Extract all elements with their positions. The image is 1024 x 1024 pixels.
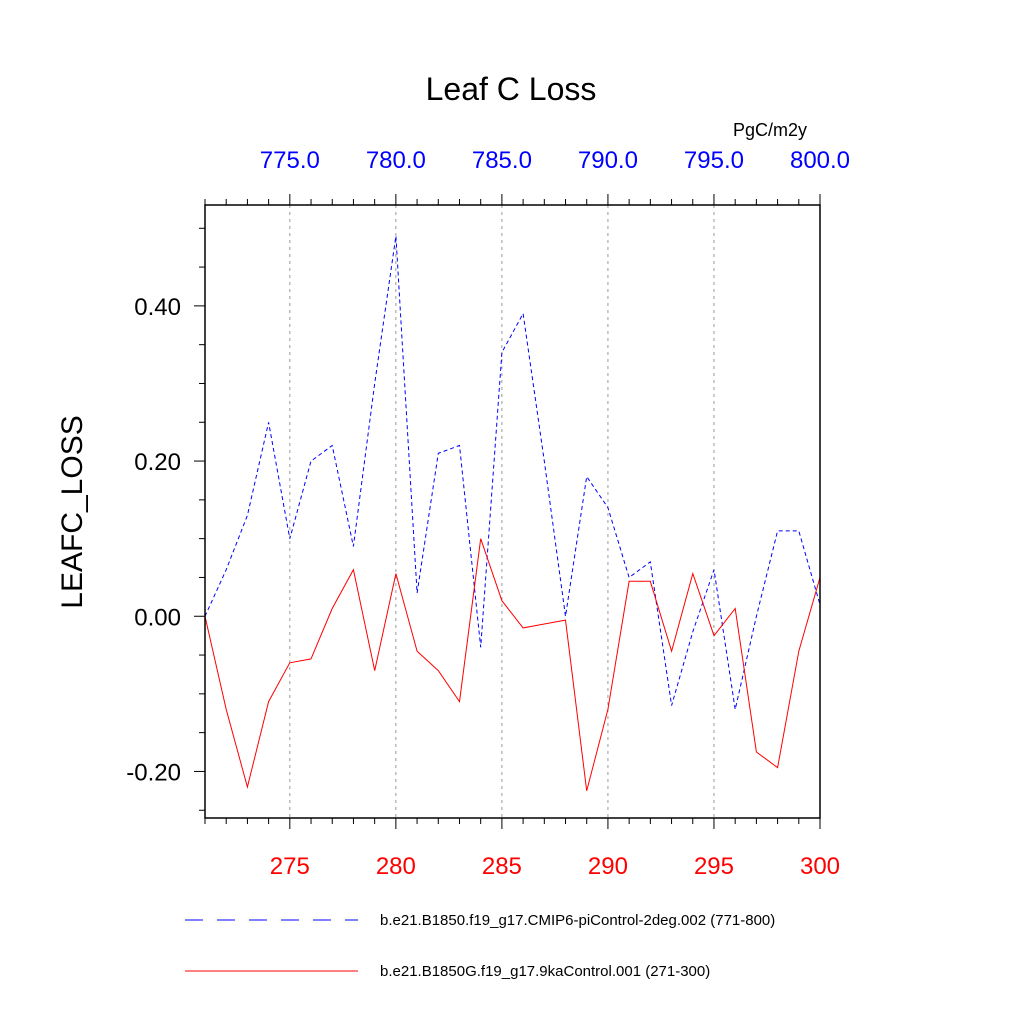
data-point (543, 460, 546, 463)
data-point (373, 382, 376, 385)
data-point (500, 351, 503, 354)
data-point (776, 529, 779, 532)
data-point (585, 475, 588, 478)
data-point (416, 650, 419, 653)
data-point (373, 669, 376, 672)
data-point (797, 650, 800, 653)
data-point (564, 615, 567, 618)
data-point (649, 580, 652, 583)
data-point (479, 537, 482, 540)
data-point (712, 568, 715, 571)
x-top-tick-label: 775.0 (260, 147, 320, 174)
grid-layer (289, 205, 715, 818)
data-point (352, 545, 355, 548)
plot-frame (204, 204, 821, 819)
x-top-tick-label: 790.0 (578, 147, 638, 174)
data-point (628, 576, 631, 579)
data-point (755, 751, 758, 754)
data-point (691, 572, 694, 575)
data-point (755, 615, 758, 618)
y-tick-label: -0.20 (126, 759, 181, 786)
data-point (734, 607, 737, 610)
units-label: PgC/m2y (733, 120, 807, 140)
y-tick-label: 0.40 (134, 294, 181, 321)
data-point (352, 568, 355, 571)
data-point (394, 572, 397, 575)
data-point (246, 785, 249, 788)
data-point (606, 506, 609, 509)
legend: b.e21.B1850.f19_g17.CMIP6-piControl-2deg… (185, 912, 775, 980)
data-point (522, 312, 525, 315)
series-layer (204, 235, 821, 792)
data-point (776, 766, 779, 769)
data-point (246, 514, 249, 517)
x-top-tick-label: 795.0 (684, 147, 744, 174)
data-point (331, 607, 334, 610)
data-point (267, 421, 270, 424)
x-bottom-tick-label: 295 (694, 853, 734, 880)
data-point (225, 568, 228, 571)
x-bottom-tick-label: 285 (482, 853, 522, 880)
legend-label: b.e21.B1850.f19_g17.CMIP6-piControl-2deg… (380, 912, 775, 929)
data-point (649, 560, 652, 563)
data-point (479, 646, 482, 649)
data-point (288, 537, 291, 540)
data-point (331, 444, 334, 447)
data-point (437, 452, 440, 455)
series-line-9ka (204, 538, 821, 791)
x-bottom-tick-label: 290 (588, 853, 628, 880)
data-point (458, 700, 461, 703)
x-bottom-tick-label: 300 (800, 853, 840, 880)
series-line-control (204, 235, 821, 710)
x-top-tick-label: 780.0 (366, 147, 426, 174)
x-top-tick-label: 800.0 (790, 147, 850, 174)
data-point (416, 591, 419, 594)
y-tick-label: 0.20 (134, 449, 181, 476)
data-point (437, 669, 440, 672)
data-point (543, 623, 546, 626)
x-top-tick-label: 785.0 (472, 147, 532, 174)
data-point (310, 657, 313, 660)
data-point (606, 708, 609, 711)
data-point (458, 444, 461, 447)
data-point (691, 630, 694, 633)
data-point (522, 626, 525, 629)
data-point (225, 708, 228, 711)
data-point (712, 634, 715, 637)
data-point (500, 599, 503, 602)
y-tick-label: 0.00 (134, 604, 181, 631)
axis-layer: 275 280 285 290 295 300 775.0 780.0 785.0 790.0 79… (126, 147, 850, 880)
data-point (394, 235, 397, 238)
data-point (734, 708, 737, 711)
data-point (267, 700, 270, 703)
data-point (564, 619, 567, 622)
data-point (670, 650, 673, 653)
y-axis-label: LEAFC_LOSS (56, 415, 89, 608)
chart-title: Leaf C Loss (426, 71, 597, 107)
legend-label: b.e21.B1850G.f19_g17.9kaControl.001 (271… (380, 963, 710, 980)
data-point (628, 580, 631, 583)
data-point (670, 704, 673, 707)
data-point (288, 661, 291, 664)
data-point (585, 789, 588, 792)
data-point (797, 529, 800, 532)
x-bottom-tick-label: 275 (270, 853, 310, 880)
x-bottom-tick-label: 280 (376, 853, 416, 880)
data-point (310, 460, 313, 463)
